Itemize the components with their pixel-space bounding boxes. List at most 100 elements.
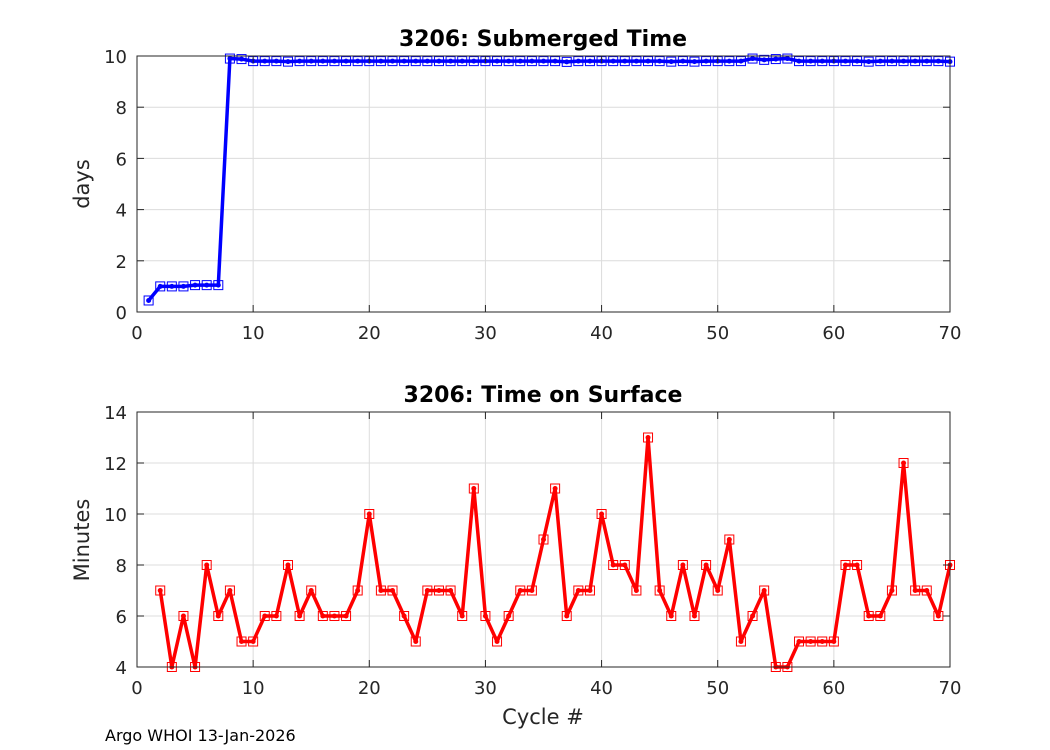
submerged-time-point-marker (178, 281, 189, 292)
submerged-time-y-tick-label: 4 (116, 201, 127, 222)
submerged-time-point-dot (529, 58, 535, 64)
submerged-time-point-dot (494, 58, 500, 64)
surface-time-point-marker (480, 611, 491, 621)
submerged-time-point-marker (236, 54, 247, 65)
surface-time-point-dot (343, 613, 349, 619)
surface-time-point-dot (401, 613, 407, 619)
surface-time-point-marker (689, 611, 700, 621)
submerged-time-point-dot (854, 58, 860, 64)
submerged-time-point-dot (204, 282, 210, 288)
surface-time-point-marker (306, 585, 317, 596)
surface-time-chart: 0 10 20 30 40 50 60 70 4 6 8 10 12 14 3206: Time on … (70, 383, 961, 729)
surface-time-point-dot (831, 639, 837, 644)
surface-time-point-marker (852, 560, 863, 570)
submerged-time-x-tick-label: 0 (131, 323, 142, 344)
surface-time-point-dot (808, 639, 814, 644)
submerged-time-x-tick-label: 10 (242, 323, 265, 344)
surface-time-point-dot (657, 588, 663, 593)
submerged-time-point-dot (517, 58, 523, 64)
submerged-time-point-dot (157, 283, 163, 289)
surface-time-point-marker (282, 560, 293, 570)
surface-time-point-dot (262, 613, 268, 619)
submerged-time-point-dot (471, 58, 477, 64)
surface-time-point-marker (701, 560, 712, 570)
submerged-time-point-marker (724, 56, 735, 67)
surface-time-x-tick-label: 10 (242, 678, 265, 699)
submerged-time-point-dot (215, 282, 221, 288)
submerged-time-point-dot (680, 58, 686, 64)
submerged-time-point-marker (701, 56, 712, 67)
surface-time-point-marker (433, 585, 444, 596)
credit-text: Argo WHOI 13-Jan-2026 (105, 726, 296, 745)
submerged-time-y-tick-label: 8 (116, 98, 127, 119)
surface-time-y-tick-label: 6 (116, 607, 127, 628)
surface-time-point-dot (436, 588, 442, 593)
submerged-time-y-ticks: 0 2 4 6 8 10 (104, 47, 950, 324)
submerged-time-point-marker (840, 56, 851, 67)
submerged-time-point-dot (935, 58, 941, 64)
submerged-time-point-marker (468, 56, 479, 67)
submerged-time-x-tick-label: 20 (358, 323, 381, 344)
surface-time-point-dot (842, 562, 848, 568)
surface-time-point-dot (564, 613, 570, 619)
surface-time-point-dot (273, 613, 279, 619)
surface-time-point-dot (715, 588, 721, 593)
surface-time-series (155, 432, 955, 672)
surface-time-point-marker (550, 483, 561, 494)
submerged-time-point-dot (541, 58, 546, 64)
submerged-time-point-dot (506, 58, 512, 64)
surface-time-point-dot (227, 588, 233, 593)
submerged-time-point-marker (387, 56, 398, 67)
submerged-time-point-dot (622, 58, 628, 64)
submerged-time-y-tick-label: 0 (116, 303, 127, 324)
submerged-time-point-dot (761, 57, 767, 63)
submerged-time-point-marker (213, 280, 224, 291)
submerged-time-point-dot (239, 56, 245, 62)
surface-time-point-dot (622, 562, 628, 568)
submerged-time-point-dot (436, 58, 442, 64)
surface-time-point-marker (526, 585, 537, 596)
surface-time-point-dot (366, 511, 372, 517)
submerged-time-point-dot (378, 58, 384, 64)
surface-time-x-label: Cycle # (502, 705, 584, 729)
submerged-time-point-dot (784, 56, 790, 62)
submerged-time-point-dot (169, 283, 175, 289)
surface-time-point-marker (387, 585, 398, 596)
submerged-time-point-dot (285, 59, 291, 65)
submerged-time-point-dot (448, 58, 454, 64)
surface-time-point-dot (819, 639, 825, 644)
surface-time-y-tick-label: 12 (104, 454, 127, 475)
surface-time-point-marker (178, 611, 189, 621)
submerged-time-point-dot (308, 58, 314, 64)
surface-time-point-marker (631, 585, 642, 596)
surface-time-point-marker (805, 636, 816, 647)
submerged-time-chart: 0 10 20 30 40 50 60 70 0 2 4 6 8 10 3206: Submerged … (70, 27, 961, 344)
submerged-time-point-marker (875, 56, 886, 67)
surface-time-point-marker (155, 585, 166, 596)
submerged-time-point-marker (166, 281, 177, 292)
surface-time-point-marker (619, 560, 630, 570)
submerged-time-point-marker (608, 56, 619, 67)
submerged-time-point-marker (282, 56, 293, 67)
surface-time-point-dot (750, 613, 756, 619)
submerged-time-point-dot (424, 58, 430, 64)
surface-time-point-dot (215, 613, 221, 619)
surface-time-point-dot (413, 639, 419, 644)
surface-time-point-dot (331, 613, 337, 619)
surface-time-point-dot (297, 613, 303, 619)
surface-time-point-dot (424, 588, 430, 593)
submerged-time-point-dot (703, 58, 709, 64)
surface-time-y-tick-label: 14 (104, 403, 127, 424)
submerged-time-point-marker (329, 56, 340, 67)
surface-time-point-marker (584, 585, 595, 596)
submerged-time-x-tick-label: 60 (822, 323, 845, 344)
surface-time-point-dot (541, 537, 546, 542)
surface-time-point-marker (352, 585, 363, 596)
submerged-time-point-marker (492, 56, 503, 67)
surface-time-x-tick-label: 70 (939, 678, 962, 699)
surface-time-point-marker (898, 458, 909, 468)
submerged-time-y-tick-label: 2 (116, 252, 127, 273)
submerged-time-point-marker (201, 280, 212, 291)
submerged-time-point-marker (921, 56, 932, 67)
surface-time-point-marker (596, 509, 607, 519)
